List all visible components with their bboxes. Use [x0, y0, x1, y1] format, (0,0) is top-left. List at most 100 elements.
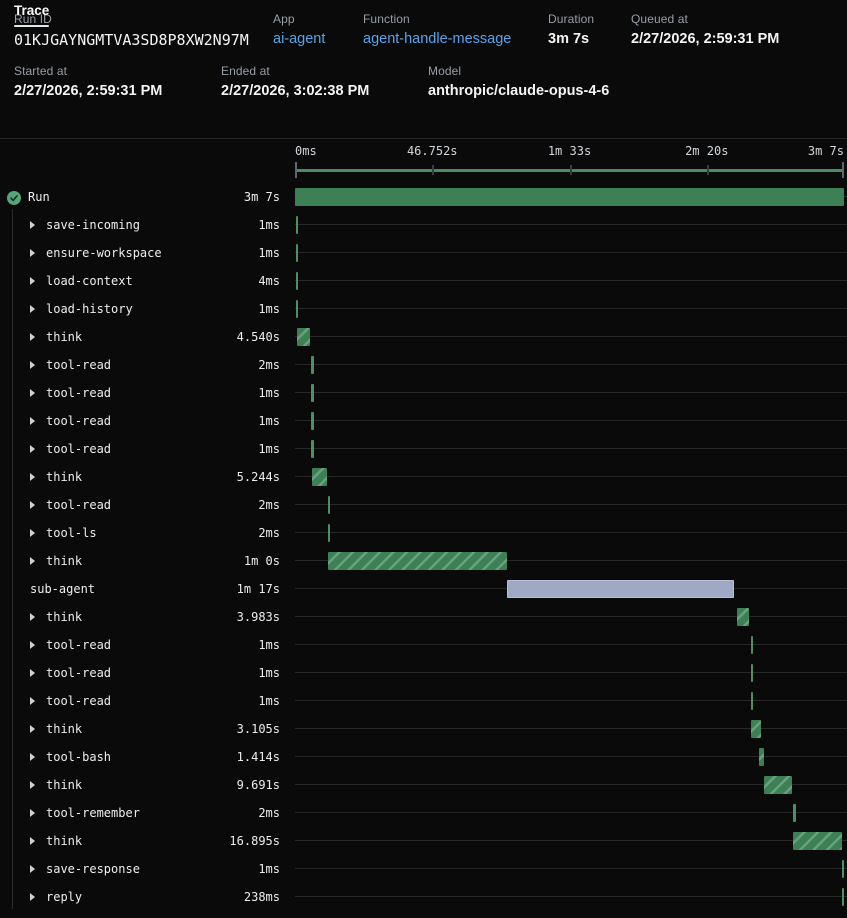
expand-caret-icon[interactable]	[30, 221, 35, 229]
expand-caret-icon[interactable]	[30, 697, 35, 705]
expand-caret-icon[interactable]	[30, 333, 35, 341]
span-bar[interactable]	[311, 440, 314, 458]
span-bar[interactable]	[750, 692, 753, 710]
span-bar[interactable]	[296, 216, 299, 234]
span-duration: 1ms	[258, 862, 280, 876]
row-guide-line	[295, 448, 847, 449]
span-bar[interactable]	[793, 804, 796, 822]
span-bar[interactable]	[506, 580, 734, 598]
tab-trace-label: Trace	[14, 3, 50, 18]
minimap-tick	[842, 162, 844, 178]
trace-row-track	[295, 743, 847, 771]
trace-row[interactable]: tool-bash 1.414s	[0, 743, 847, 771]
span-bar[interactable]	[759, 748, 764, 766]
trace-row[interactable]: tool-read 1ms	[0, 407, 847, 435]
trace-row[interactable]: ensure-workspace 1ms	[0, 239, 847, 267]
trace-row[interactable]: think 3.983s	[0, 603, 847, 631]
trace-row[interactable]: tool-read 1ms	[0, 659, 847, 687]
expand-caret-icon[interactable]	[30, 473, 35, 481]
expand-caret-icon[interactable]	[30, 445, 35, 453]
span-bar[interactable]	[763, 776, 793, 794]
span-bar[interactable]	[296, 300, 299, 318]
trace-row[interactable]: tool-read 1ms	[0, 379, 847, 407]
trace-row[interactable]: think 5.244s	[0, 463, 847, 491]
app-link[interactable]: ai-agent	[273, 31, 326, 47]
trace-row[interactable]: save-response 1ms	[0, 855, 847, 883]
span-bar[interactable]	[841, 860, 844, 878]
span-bar[interactable]	[295, 188, 844, 206]
expand-caret-icon[interactable]	[30, 417, 35, 425]
expand-caret-icon[interactable]	[30, 529, 35, 537]
span-duration: 1ms	[258, 666, 280, 680]
row-guide-line	[295, 616, 847, 617]
minimap[interactable]	[295, 162, 844, 178]
span-name: think	[46, 554, 83, 568]
trace-row[interactable]: reply 238ms	[0, 883, 847, 911]
trace-row[interactable]: think 1m 0s	[0, 547, 847, 575]
expand-caret-icon[interactable]	[30, 277, 35, 285]
function-link[interactable]: agent-handle-message	[363, 31, 512, 47]
expand-caret-icon[interactable]	[30, 613, 35, 621]
span-bar[interactable]	[311, 356, 314, 374]
row-guide-line	[295, 644, 847, 645]
span-duration: 3.105s	[236, 722, 280, 736]
trace-row[interactable]: save-incoming 1ms	[0, 211, 847, 239]
span-name: reply	[46, 890, 83, 904]
trace-row[interactable]: think 16.895s	[0, 827, 847, 855]
span-duration: 2ms	[258, 358, 280, 372]
trace-row-track	[295, 211, 847, 239]
expand-caret-icon[interactable]	[30, 501, 35, 509]
expand-caret-icon[interactable]	[30, 669, 35, 677]
expand-caret-icon[interactable]	[30, 557, 35, 565]
trace-row[interactable]: tool-read 2ms	[0, 351, 847, 379]
trace-row-left: think 5.244s	[0, 463, 295, 491]
trace-row[interactable]: sub-agent 1m 17s	[0, 575, 847, 603]
expand-caret-icon[interactable]	[30, 865, 35, 873]
model-field: Model anthropic/claude-opus-4-6	[428, 64, 609, 99]
span-bar[interactable]	[750, 636, 753, 654]
expand-caret-icon[interactable]	[30, 389, 35, 397]
span-bar[interactable]	[297, 328, 311, 346]
span-bar[interactable]	[737, 608, 749, 626]
span-bar[interactable]	[327, 496, 331, 514]
expand-caret-icon[interactable]	[30, 641, 35, 649]
trace-row[interactable]: tool-read 1ms	[0, 435, 847, 463]
expand-caret-icon[interactable]	[30, 781, 35, 789]
trace-row[interactable]: tool-read 2ms	[0, 491, 847, 519]
trace-row[interactable]: think 4.540s	[0, 323, 847, 351]
span-duration: 4.540s	[236, 330, 280, 344]
expand-caret-icon[interactable]	[30, 249, 35, 257]
expand-caret-icon[interactable]	[30, 725, 35, 733]
row-guide-line	[295, 560, 847, 561]
trace-row[interactable]: load-history 1ms	[0, 295, 847, 323]
span-bar[interactable]	[327, 552, 507, 570]
expand-caret-icon[interactable]	[30, 809, 35, 817]
span-bar[interactable]	[327, 524, 331, 542]
span-bar[interactable]	[311, 384, 314, 402]
trace-row[interactable]: tool-remember 2ms	[0, 799, 847, 827]
trace-row[interactable]: load-context 4ms	[0, 267, 847, 295]
span-bar[interactable]	[312, 468, 328, 486]
span-bar[interactable]	[296, 272, 299, 290]
trace-row[interactable]: tool-read 1ms	[0, 631, 847, 659]
trace-row[interactable]: tool-read 1ms	[0, 687, 847, 715]
expand-caret-icon[interactable]	[30, 305, 35, 313]
trace-row[interactable]: tool-ls 2ms	[0, 519, 847, 547]
span-bar[interactable]	[841, 888, 844, 906]
expand-caret-icon[interactable]	[30, 837, 35, 845]
trace-row[interactable]: think 3.105s	[0, 715, 847, 743]
expand-caret-icon[interactable]	[30, 753, 35, 761]
span-bar[interactable]	[751, 720, 761, 738]
span-bar[interactable]	[792, 832, 842, 850]
trace-row-track	[295, 883, 847, 911]
span-bar[interactable]	[311, 412, 314, 430]
trace-row[interactable]: think 9.691s	[0, 771, 847, 799]
trace-row-left: tool-read 1ms	[0, 659, 295, 687]
tab-trace[interactable]: Trace	[14, 3, 50, 27]
expand-caret-icon[interactable]	[30, 893, 35, 901]
trace-row[interactable]: Run 3m 7s	[0, 183, 847, 211]
span-bar[interactable]	[750, 664, 753, 682]
expand-caret-icon[interactable]	[30, 361, 35, 369]
span-bar[interactable]	[296, 244, 299, 262]
function-field: Function agent-handle-message	[363, 12, 511, 47]
